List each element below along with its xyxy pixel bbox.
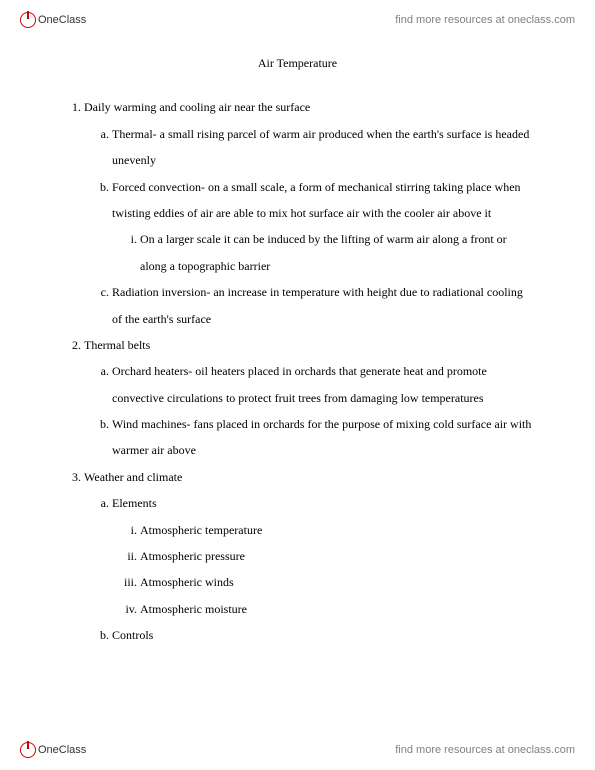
item-1b: Forced convection- on a small scale, a f… bbox=[112, 174, 535, 280]
page-title: Air Temperature bbox=[60, 50, 535, 76]
brand-logo-footer: OneClass bbox=[20, 738, 86, 762]
brand-name: OneClass bbox=[38, 8, 86, 32]
item-3a-ii: Atmospheric pressure bbox=[140, 543, 535, 569]
item-1c: Radiation inversion- an increase in temp… bbox=[112, 279, 535, 332]
outline-root: Daily warming and cooling air near the s… bbox=[60, 94, 535, 648]
item-2a: Orchard heaters- oil heaters placed in o… bbox=[112, 358, 535, 411]
section-3: Weather and climate Elements Atmospheric… bbox=[84, 464, 535, 649]
item-2b: Wind machines- fans placed in orchards f… bbox=[112, 411, 535, 464]
item-1b-text: Forced convection- on a small scale, a f… bbox=[112, 180, 521, 220]
item-3a: Elements Atmospheric temperature Atmosph… bbox=[112, 490, 535, 622]
section-1-heading: Daily warming and cooling air near the s… bbox=[84, 100, 310, 114]
power-icon bbox=[20, 742, 36, 758]
section-2-heading: Thermal belts bbox=[84, 338, 150, 352]
item-3a-text: Elements bbox=[112, 496, 157, 510]
document-body: Air Temperature Daily warming and coolin… bbox=[60, 50, 535, 649]
item-3a-iii: Atmospheric winds bbox=[140, 569, 535, 595]
section-1: Daily warming and cooling air near the s… bbox=[84, 94, 535, 332]
item-1a: Thermal- a small rising parcel of warm a… bbox=[112, 121, 535, 174]
header-link[interactable]: find more resources at oneclass.com bbox=[395, 8, 575, 32]
page-header: OneClass find more resources at oneclass… bbox=[0, 0, 595, 40]
brand-name-footer: OneClass bbox=[38, 738, 86, 762]
page-footer: OneClass find more resources at oneclass… bbox=[0, 730, 595, 770]
item-3a-i: Atmospheric temperature bbox=[140, 517, 535, 543]
section-2: Thermal belts Orchard heaters- oil heate… bbox=[84, 332, 535, 464]
item-3b: Controls bbox=[112, 622, 535, 648]
item-1b-i: On a larger scale it can be induced by t… bbox=[140, 226, 535, 279]
footer-link[interactable]: find more resources at oneclass.com bbox=[395, 738, 575, 762]
brand-logo: OneClass bbox=[20, 8, 86, 32]
item-3a-iv: Atmospheric moisture bbox=[140, 596, 535, 622]
section-3-heading: Weather and climate bbox=[84, 470, 182, 484]
power-icon bbox=[20, 12, 36, 28]
